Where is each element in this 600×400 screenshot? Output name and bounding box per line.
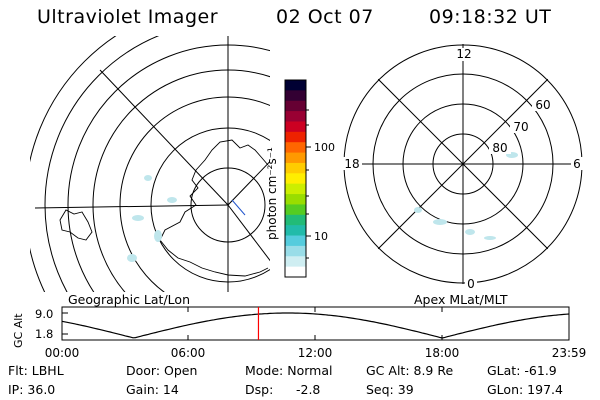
- colorbar-swatch: [285, 162, 306, 174]
- colorbar-swatch: [285, 266, 306, 278]
- mlat-60-label: 60: [535, 98, 550, 112]
- alt-ylabel: GC Alt: [12, 313, 25, 348]
- geographic-map: [30, 36, 270, 292]
- colorbar-tick-100: 100: [314, 141, 335, 154]
- dsp-label: Dsp:: [245, 382, 274, 397]
- gain-info: Gain: 14: [126, 382, 179, 397]
- filter-info: Flt: LBHL: [8, 363, 64, 378]
- colorbar-swatch: [285, 183, 306, 195]
- date-label: 02 Oct 07: [276, 6, 374, 28]
- time-label: 09:18:32 UT: [429, 6, 552, 28]
- mlat-80-label: 80: [492, 141, 507, 155]
- colorbar-swatch: [285, 204, 306, 216]
- colorbar-gradient: [285, 80, 306, 278]
- colorbar-swatch: [285, 90, 306, 102]
- colorbar-swatch: [285, 131, 306, 143]
- mlt-6-label: 6: [573, 157, 581, 171]
- seq-info: Seq: 39: [366, 382, 414, 397]
- dsp-value: -2.8: [296, 382, 321, 397]
- instrument-title: Ultraviolet Imager: [37, 6, 219, 28]
- colorbar-swatch: [285, 100, 306, 112]
- alt-xtick-2: 12:00: [298, 346, 333, 360]
- polar-plot: [343, 44, 583, 284]
- colorbar-swatch: [285, 121, 306, 133]
- gc-alt-info: GC Alt: 8.9 Re: [366, 363, 454, 378]
- alt-xtick-4: 23:59: [552, 346, 587, 360]
- altitude-curve: [61, 312, 570, 339]
- glat-info: GLat: -61.9: [487, 363, 557, 378]
- colorbar-swatch: [285, 152, 306, 164]
- mlt-12-label: 12: [456, 47, 471, 61]
- mode-info: Mode: Normal: [245, 363, 333, 378]
- apex-label: Apex MLat/MLT: [414, 292, 508, 307]
- colorbar-tick-10: 10: [314, 230, 328, 243]
- colorbar-swatch: [285, 173, 306, 185]
- colorbar-swatch: [285, 111, 306, 123]
- alt-xtick-0: 00:00: [45, 346, 80, 360]
- geographic-label: Geographic Lat/Lon: [68, 292, 190, 307]
- colorbar-swatch: [285, 235, 306, 247]
- colorbar-swatch: [285, 214, 306, 226]
- colorbar: 100 10 photon cm⁻²s⁻¹: [265, 79, 335, 278]
- colorbar-swatch: [285, 225, 306, 237]
- alt-ytick-9: 9.0: [35, 307, 53, 321]
- alt-xtick-3: 18:00: [425, 346, 460, 360]
- altitude-plot: 9.0 1.8 GC Alt 00:00 06:00 12:00 18:00 2…: [12, 306, 587, 360]
- colorbar-swatch: [285, 80, 306, 91]
- alt-ytick-1-8: 1.8: [35, 327, 53, 341]
- mlt-0-label: 0: [467, 277, 475, 291]
- alt-xtick-1: 06:00: [171, 346, 206, 360]
- colorbar-swatch: [285, 245, 306, 257]
- mlat-70-label: 70: [513, 120, 528, 134]
- colorbar-swatch: [285, 194, 306, 206]
- colorbar-swatch: [285, 142, 306, 154]
- colorbar-unit-label: photon cm⁻²s⁻¹: [265, 147, 279, 240]
- colorbar-swatch: [285, 256, 306, 268]
- ip-info: IP: 36.0: [8, 382, 56, 397]
- door-info: Door: Open: [126, 363, 198, 378]
- glon-info: GLon: 197.4: [487, 382, 563, 397]
- mlt-18-label: 18: [344, 157, 359, 171]
